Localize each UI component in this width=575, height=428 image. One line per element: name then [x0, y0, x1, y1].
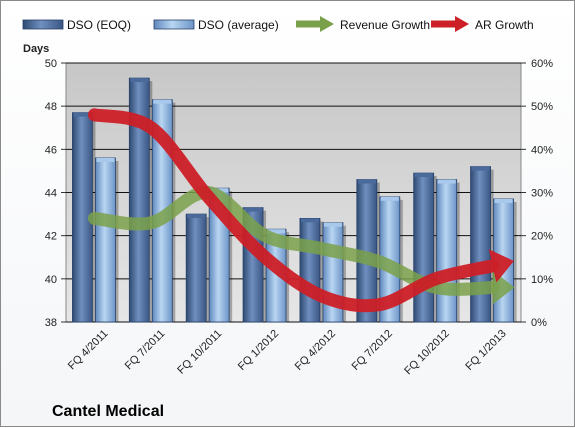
- ar-growth-line: [87, 108, 500, 313]
- bar-top: [73, 112, 92, 117]
- x-tick-label: FQ 10/2011: [175, 328, 224, 377]
- bar-dso-eoq: [299, 217, 321, 323]
- y-left-tick-label: 38: [45, 317, 57, 329]
- bar-dso-eoq: [413, 172, 435, 323]
- y-left-tick-label: 42: [45, 231, 57, 243]
- y-left-tick-label: 48: [45, 101, 57, 113]
- legend-arrowhead-ar-growth: [455, 16, 469, 32]
- y-axis-left-label: Days: [23, 43, 49, 55]
- bar-top: [300, 218, 319, 223]
- legend-label-dso-eoq: DSO (EOQ): [67, 18, 131, 32]
- x-tick-label: FQ 4/2011: [66, 328, 111, 373]
- chart-title: Cantel Medical: [52, 403, 164, 420]
- bar-top: [494, 198, 513, 203]
- legend-swatch-dso-eoq: [22, 19, 64, 30]
- bar-top: [323, 222, 342, 227]
- y-right-tick-label: 10%: [531, 274, 553, 286]
- legend-label-dso-average: DSO (average): [198, 18, 279, 32]
- bar-dso-eoq: [185, 213, 207, 323]
- x-tick-label: FQ 7/2012: [350, 328, 395, 373]
- bar-dso-average: [436, 179, 458, 323]
- y-left-tick-label: 40: [45, 274, 57, 286]
- y-right-tick-label: 30%: [531, 188, 553, 200]
- bar-dso-average: [95, 157, 116, 323]
- legend: DSO (EOQ) DSO (average) Revenue Growth AR G…: [22, 16, 534, 32]
- bar-top: [153, 99, 172, 104]
- x-tick-label: FQ 1/2012: [236, 328, 281, 373]
- x-tick-label: FQ 1/2013: [463, 328, 508, 373]
- x-tick-label: FQ 10/2012: [402, 328, 452, 378]
- y-left-tick-label: 50: [45, 58, 57, 70]
- bar-dso-eoq: [470, 166, 491, 323]
- bar-top: [267, 229, 286, 234]
- legend-swatch-dso-average: [153, 19, 195, 30]
- bar-top: [130, 78, 149, 83]
- y-right-tick-label: 40%: [531, 144, 553, 156]
- ar-growth-arrowhead: [488, 249, 515, 283]
- y-right-tick-label: 0%: [531, 317, 547, 329]
- bar-top: [244, 207, 263, 212]
- legend-label-ar-growth: AR Growth: [475, 18, 534, 32]
- x-tick-label: FQ 7/2011: [123, 328, 168, 373]
- y-right-tick-label: 60%: [531, 58, 553, 70]
- growth-lines: [87, 108, 515, 313]
- y-right-tick-label: 50%: [531, 101, 553, 113]
- bar-top: [96, 157, 115, 162]
- bar-top: [380, 196, 399, 201]
- legend-arrowhead-revenue-growth: [320, 16, 334, 32]
- bar-top: [414, 173, 433, 178]
- bar-top: [471, 166, 490, 171]
- y-left-tick-label: 46: [45, 144, 57, 156]
- bar-top: [357, 179, 376, 184]
- x-tick-label: FQ 4/2012: [293, 328, 338, 373]
- legend-label-revenue-growth: Revenue Growth: [340, 18, 430, 32]
- bar-top: [437, 179, 456, 184]
- bar-top: [187, 214, 206, 219]
- y-right-tick-label: 20%: [531, 231, 553, 243]
- y-left-tick-label: 44: [45, 188, 57, 200]
